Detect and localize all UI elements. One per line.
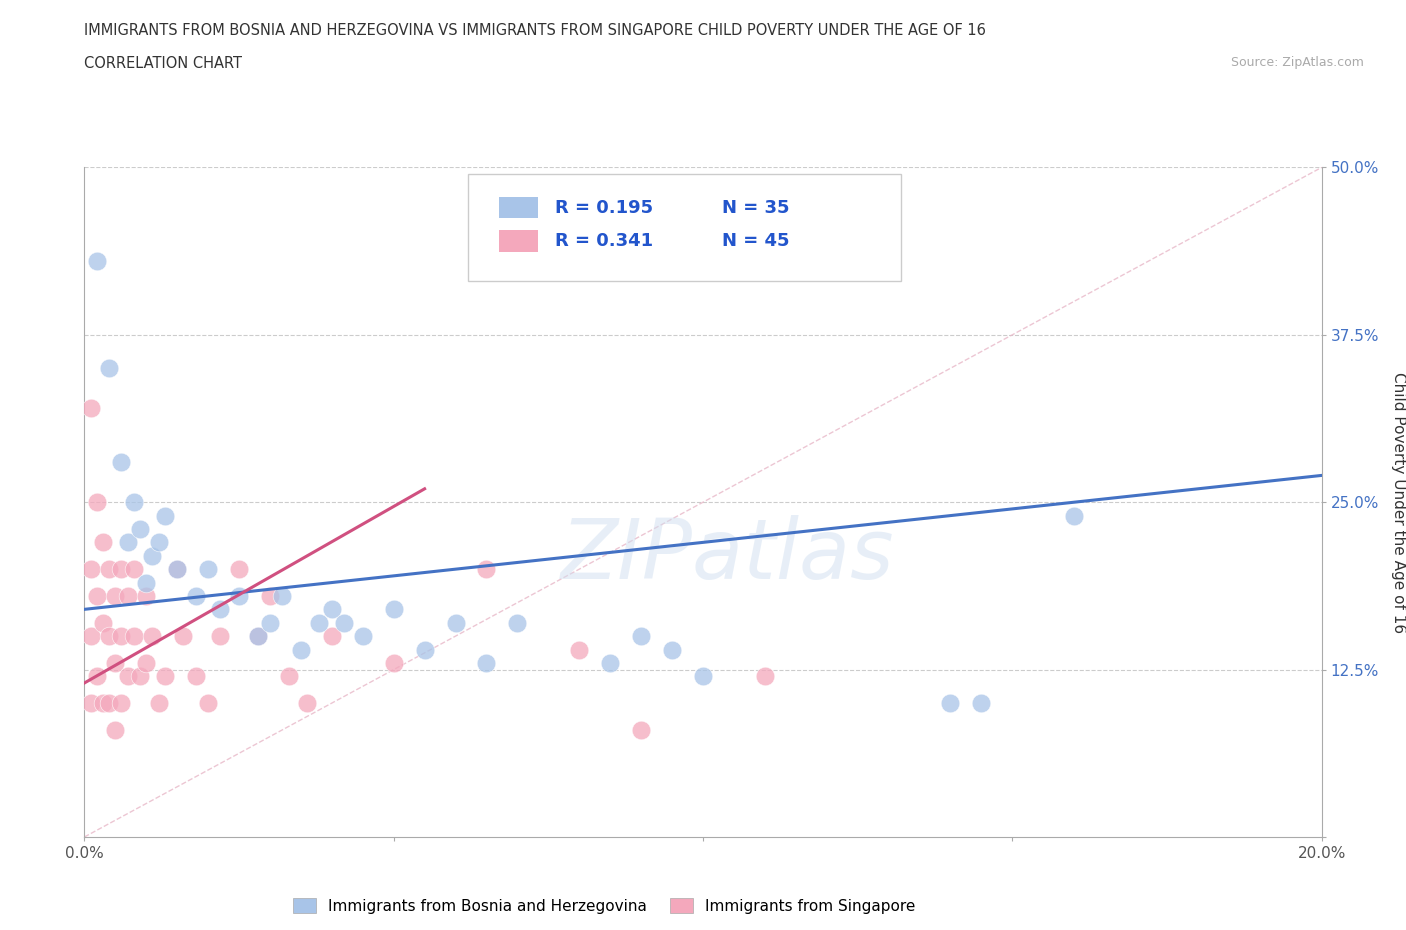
Point	[246, 629, 269, 644]
Point	[630, 723, 652, 737]
Point	[91, 696, 114, 711]
Point	[79, 401, 101, 416]
Point	[939, 696, 962, 711]
Point	[197, 562, 219, 577]
Point	[79, 562, 101, 577]
Point	[122, 629, 145, 644]
Point	[277, 669, 299, 684]
Point	[475, 656, 498, 671]
Point	[599, 656, 621, 671]
Text: Source: ZipAtlas.com: Source: ZipAtlas.com	[1230, 56, 1364, 69]
Point	[506, 616, 529, 631]
Point	[382, 656, 405, 671]
Point	[692, 669, 714, 684]
Point	[321, 602, 343, 617]
Text: R = 0.341: R = 0.341	[554, 232, 652, 250]
Point	[86, 589, 108, 604]
Point	[98, 629, 121, 644]
Point	[122, 562, 145, 577]
Point	[184, 589, 207, 604]
Point	[148, 696, 170, 711]
Point	[110, 562, 132, 577]
Point	[110, 455, 132, 470]
Point	[228, 562, 250, 577]
Point	[104, 656, 127, 671]
Point	[135, 589, 157, 604]
Point	[91, 616, 114, 631]
Point	[148, 535, 170, 550]
Point	[259, 616, 281, 631]
Point	[166, 562, 188, 577]
Point	[475, 562, 498, 577]
Point	[86, 495, 108, 510]
Point	[630, 629, 652, 644]
Point	[110, 629, 132, 644]
Point	[382, 602, 405, 617]
Point	[228, 589, 250, 604]
Point	[86, 254, 108, 269]
Point	[209, 602, 232, 617]
Text: ZIPatlas: ZIPatlas	[561, 515, 894, 596]
Point	[271, 589, 294, 604]
FancyBboxPatch shape	[499, 231, 538, 252]
Point	[333, 616, 356, 631]
Point	[184, 669, 207, 684]
Point	[308, 616, 330, 631]
Point	[661, 642, 683, 657]
Point	[122, 495, 145, 510]
Point	[141, 549, 163, 564]
Point	[295, 696, 318, 711]
Point	[98, 361, 121, 376]
Point	[110, 696, 132, 711]
Point	[135, 656, 157, 671]
Point	[166, 562, 188, 577]
Point	[117, 669, 139, 684]
Point	[246, 629, 269, 644]
Text: IMMIGRANTS FROM BOSNIA AND HERZEGOVINA VS IMMIGRANTS FROM SINGAPORE CHILD POVERT: IMMIGRANTS FROM BOSNIA AND HERZEGOVINA V…	[84, 23, 986, 38]
Point	[1063, 508, 1085, 523]
Point	[568, 642, 591, 657]
Point	[754, 669, 776, 684]
Point	[98, 562, 121, 577]
Text: Child Poverty Under the Age of 16: Child Poverty Under the Age of 16	[1392, 372, 1406, 632]
Point	[79, 696, 101, 711]
Text: R = 0.195: R = 0.195	[554, 199, 652, 217]
Point	[86, 669, 108, 684]
Text: CORRELATION CHART: CORRELATION CHART	[84, 56, 242, 71]
Point	[153, 508, 176, 523]
Legend: Immigrants from Bosnia and Herzegovina, Immigrants from Singapore: Immigrants from Bosnia and Herzegovina, …	[287, 892, 921, 920]
Text: N = 35: N = 35	[721, 199, 789, 217]
Point	[444, 616, 467, 631]
Point	[135, 575, 157, 590]
Point	[91, 535, 114, 550]
Point	[141, 629, 163, 644]
Point	[197, 696, 219, 711]
Point	[290, 642, 312, 657]
Point	[117, 535, 139, 550]
Text: N = 45: N = 45	[721, 232, 789, 250]
Point	[104, 723, 127, 737]
Point	[259, 589, 281, 604]
Point	[172, 629, 194, 644]
Point	[209, 629, 232, 644]
Point	[129, 522, 152, 537]
Point	[153, 669, 176, 684]
FancyBboxPatch shape	[499, 197, 538, 219]
Point	[970, 696, 993, 711]
Point	[79, 629, 101, 644]
Point	[413, 642, 436, 657]
Point	[129, 669, 152, 684]
Point	[117, 589, 139, 604]
Point	[352, 629, 374, 644]
Point	[104, 589, 127, 604]
Point	[98, 696, 121, 711]
Point	[321, 629, 343, 644]
FancyBboxPatch shape	[468, 174, 901, 281]
